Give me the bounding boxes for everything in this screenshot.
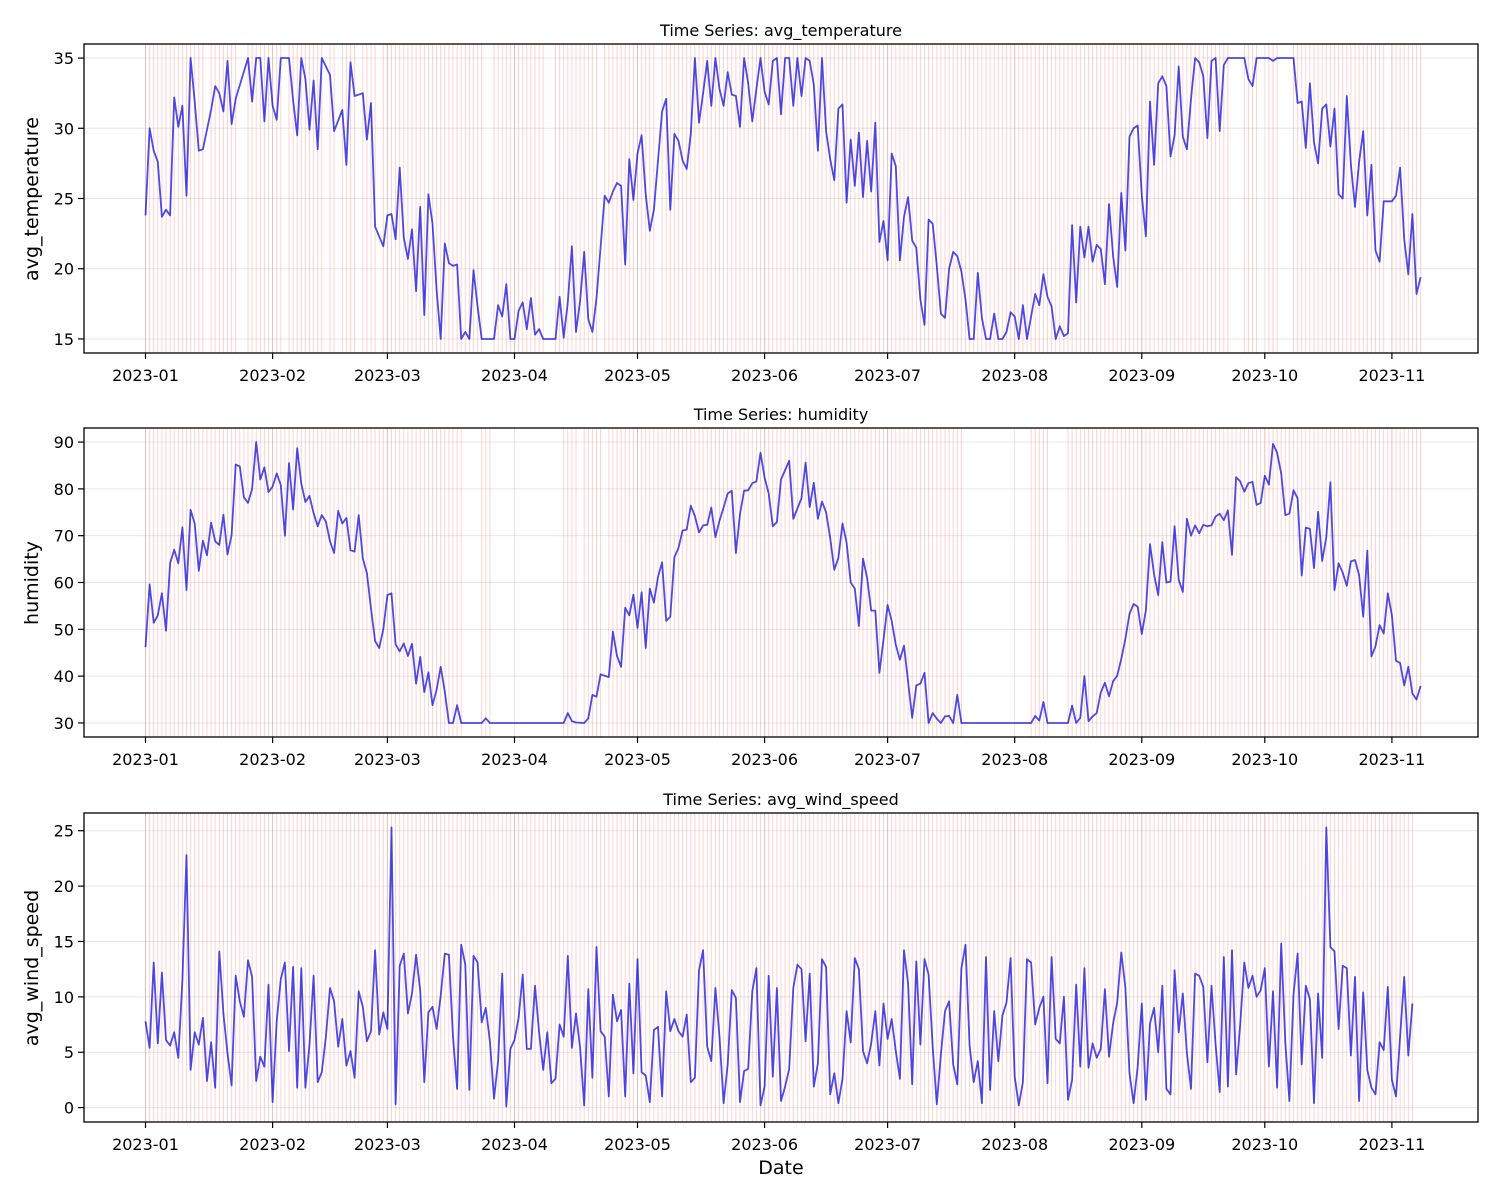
panel-avg-temperature: Time Series: avg_temperature avg_tempera… [21, 21, 1479, 385]
x-tick-label: 2023-03 [354, 750, 421, 769]
y-tick-label: 0 [64, 1099, 74, 1118]
x-tick-label: 2023-04 [481, 1135, 548, 1154]
x-tick-label: 2023-03 [354, 1135, 421, 1154]
y-axis-label: humidity [21, 541, 43, 625]
x-tick-label: 2023-08 [981, 1135, 1048, 1154]
y-tick-label: 15 [54, 330, 74, 349]
x-axis-label: Date [758, 1157, 803, 1179]
x-tick-label: 2023-01 [112, 750, 179, 769]
y-tick-label: 10 [54, 988, 74, 1007]
x-tick-label: 2023-02 [239, 750, 306, 769]
x-tick-label: 2023-02 [239, 366, 306, 385]
y-tick-label: 80 [54, 480, 74, 499]
x-tick-label: 2023-05 [604, 1135, 671, 1154]
y-tick-label: 50 [54, 620, 74, 639]
x-tick-label: 2023-11 [1358, 750, 1425, 769]
x-tick-label: 2023-04 [481, 750, 548, 769]
x-tick-label: 2023-09 [1108, 366, 1175, 385]
x-tick-label: 2023-08 [981, 750, 1048, 769]
y-tick-label: 20 [54, 877, 74, 896]
x-tick-label: 2023-09 [1108, 1135, 1175, 1154]
x-tick-label: 2023-04 [481, 366, 548, 385]
panel-avg-wind-speed: Time Series: avg_wind_speed avg_wind_spe… [21, 790, 1479, 1179]
x-tick-label: 2023-01 [112, 1135, 179, 1154]
x-tick-label: 2023-10 [1231, 1135, 1298, 1154]
x-tick-label: 2023-11 [1358, 366, 1425, 385]
x-tick-label: 2023-01 [112, 366, 179, 385]
series-line [144, 57, 1422, 340]
x-tick-label: 2023-09 [1108, 750, 1175, 769]
y-tick-label: 60 [54, 574, 74, 593]
x-tick-label: 2023-10 [1231, 366, 1298, 385]
x-tick-label: 2023-06 [731, 366, 798, 385]
y-tick-label: 15 [54, 932, 74, 951]
y-axis-label: avg_wind_speed [21, 890, 43, 1046]
chart-title: Time Series: avg_wind_speed [662, 790, 899, 810]
y-tick-label: 20 [54, 260, 74, 279]
chart-title: Time Series: humidity [693, 405, 869, 424]
y-tick-label: 35 [54, 49, 74, 68]
series-line [144, 826, 1414, 1108]
chart-title: Time Series: avg_temperature [659, 21, 902, 41]
x-tick-label: 2023-07 [854, 1135, 921, 1154]
x-tick-label: 2023-11 [1358, 1135, 1425, 1154]
series-line [144, 441, 1422, 724]
x-tick-label: 2023-08 [981, 366, 1048, 385]
x-tick-label: 2023-10 [1231, 750, 1298, 769]
y-tick-label: 25 [54, 822, 74, 841]
x-tick-label: 2023-06 [731, 750, 798, 769]
y-tick-label: 40 [54, 667, 74, 686]
y-tick-label: 90 [54, 433, 74, 452]
x-tick-label: 2023-06 [731, 1135, 798, 1154]
y-axis-label: avg_temperature [21, 117, 43, 281]
y-tick-label: 30 [54, 714, 74, 733]
y-tick-label: 70 [54, 527, 74, 546]
y-tick-label: 25 [54, 190, 74, 209]
panel-humidity: Time Series: humidity humidity 30 40 50 60 7… [21, 405, 1479, 769]
plot-frame [83, 43, 1479, 354]
x-tick-label: 2023-07 [854, 366, 921, 385]
y-tick-label: 30 [54, 119, 74, 138]
x-tick-label: 2023-05 [604, 366, 671, 385]
x-tick-label: 2023-07 [854, 750, 921, 769]
x-tick-label: 2023-03 [354, 366, 421, 385]
plot-frame [83, 812, 1479, 1123]
y-tick-label: 5 [64, 1043, 74, 1062]
plot-frame [83, 427, 1479, 738]
x-tick-label: 2023-02 [239, 1135, 306, 1154]
x-tick-label: 2023-05 [604, 750, 671, 769]
